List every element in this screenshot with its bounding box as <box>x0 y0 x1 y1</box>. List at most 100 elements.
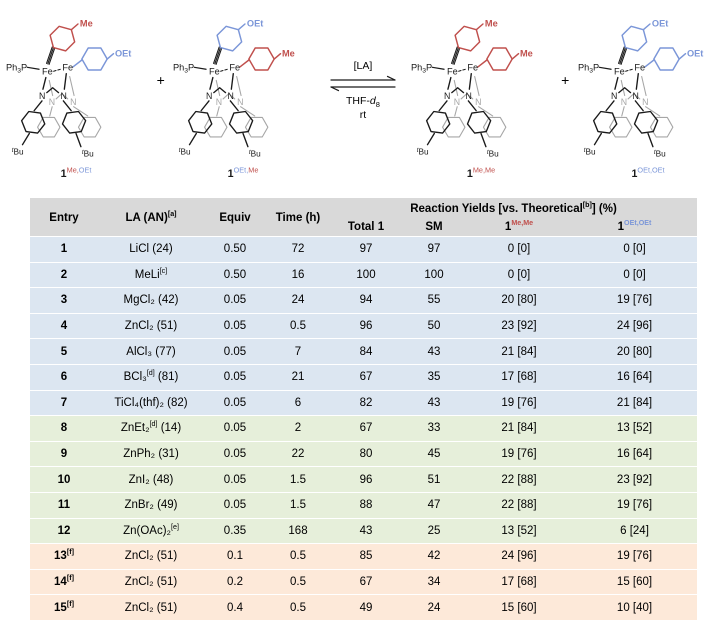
total-yield-cell: 97 <box>359 243 373 256</box>
oet-oet-yield-cell: 20 [80] <box>616 345 653 358</box>
lewis-acid-cell: LiCl (24) <box>129 243 173 256</box>
oet-oet-yield-cell: 10 [40] <box>616 601 653 614</box>
table-row: 15[f] ZnCl₂ (51) 0.4 0.5 49 24 15 [60] 10 [40] <box>30 594 698 620</box>
me-me-yield-cell: 22 [88] <box>501 473 537 486</box>
n-label-back: N <box>621 97 627 107</box>
me-me-yield-cell: 21 [84] <box>501 345 537 358</box>
oet-oet-yield-cell: 23 [92] <box>616 473 653 486</box>
total-yield-cell: 49 <box>359 601 373 614</box>
top-aryl-ring <box>621 23 651 52</box>
entry-cell: 3 <box>60 294 68 307</box>
alkyne-triple-bond <box>450 46 460 65</box>
n-label-back: N <box>475 97 481 107</box>
header-1-me-me: 1Me,Me <box>466 218 572 237</box>
n-label-back: N <box>453 97 459 107</box>
entry-cell: 1 <box>60 243 68 256</box>
sm-yield-cell: 100 <box>424 268 444 281</box>
compound-label: 1Me,Me <box>466 165 494 179</box>
sm-yield-cell: 34 <box>427 576 441 589</box>
fe-label: Fe <box>42 67 53 77</box>
side-aryl-ring <box>72 47 115 71</box>
lewis-acid-cell: Zn(OAc)₂[e] <box>123 523 179 537</box>
sm-yield-cell: 47 <box>427 499 441 512</box>
sm-yield-cell: 97 <box>427 243 441 256</box>
n-label-back: N <box>216 97 222 107</box>
equiv-cell: 0.2 <box>227 576 243 589</box>
total-yield-cell: 67 <box>359 422 373 435</box>
table-row: 8 ZnEt₂[d] (14) 0.05 2 67 33 21 [84] 13 [52] <box>30 415 698 442</box>
alkyne-triple-bond <box>45 46 56 65</box>
tbu-label: tBu <box>584 147 596 156</box>
n-label: N <box>632 91 638 101</box>
fe-label: Fe <box>634 63 645 73</box>
sm-yield-cell: 51 <box>427 473 441 486</box>
equiv-cell: 0.05 <box>223 345 247 358</box>
table-row: 4 ZnCl₂ (51) 0.05 0.5 96 50 23 [92] 24 [96] <box>30 313 698 339</box>
equiv-cell: 0.05 <box>223 448 247 461</box>
p-fe-bond <box>194 66 208 70</box>
table-row: 2 MeLi[c] 0.50 16 100 100 0 [0] 0 [0] <box>30 262 698 288</box>
lewis-acid-cell: ZnBr₂ (49) <box>124 499 178 512</box>
lewis-acid-cell: ZnCl₂ (51) <box>124 601 178 614</box>
equiv-cell: 0.1 <box>227 550 243 563</box>
total-yield-cell: 88 <box>359 499 373 512</box>
oet-oet-yield-cell: 0 [0] <box>623 268 646 281</box>
header-la: LA (AN)[a] <box>98 198 204 237</box>
oet-oet-yield-cell: 0 [0] <box>623 243 646 256</box>
table-row: 5 AlCl₃ (77) 0.05 7 84 43 21 [84] 20 [80] <box>30 338 698 365</box>
me-me-yield-cell: 19 [76] <box>501 396 537 409</box>
total-yield-cell: 96 <box>359 320 373 333</box>
entry-cell: 11 <box>57 499 71 512</box>
lewis-acid-cell: ZnEt₂[d] (14) <box>120 420 182 435</box>
n-label: N <box>465 91 471 101</box>
oet-oet-yield-cell: 15 [60] <box>616 576 653 589</box>
results-table: Entry LA (AN)[a] Equiv Time (h) Reaction… <box>30 198 698 620</box>
entry-cell: 10 <box>57 473 71 486</box>
equilibrium-arrow-icon <box>330 75 396 91</box>
table-row: 10 ZnI₂ (48) 0.05 1.5 96 51 22 [88] 23 [92] <box>30 466 698 493</box>
plus-sign-1: + <box>156 72 165 88</box>
top-aryl-ring <box>453 23 484 52</box>
equiv-cell: 0.05 <box>223 396 247 409</box>
me-me-yield-cell: 24 [96] <box>501 550 537 563</box>
n-label-back: N <box>49 97 55 107</box>
p-fe-bond <box>26 66 40 70</box>
table-body: 1 LiCl (24) 0.50 72 97 97 0 [0] 0 [0] 2 MeLi[c] 0.… <box>30 236 698 620</box>
header-time: Time (h) <box>266 198 330 237</box>
top-substituent-label: Me <box>80 18 93 28</box>
entry-cell: 6 <box>60 371 68 384</box>
entry-cell: 8 <box>60 422 68 435</box>
compound-label: 1OEt,OEt <box>631 165 664 179</box>
lewis-acid-cell: BCl₃[d] (81) <box>123 369 179 384</box>
fe-label: Fe <box>467 63 478 73</box>
tbu-label: tBu <box>82 149 94 158</box>
entry-cell: 2 <box>60 268 68 281</box>
entry-cell: 15[f] <box>54 599 74 614</box>
time-cell: 0.5 <box>290 576 306 589</box>
top-aryl-ring <box>49 23 79 52</box>
back-ligand <box>608 76 674 138</box>
top-aryl-ring <box>216 23 247 52</box>
lewis-acid-cell: ZnPh₂ (31) <box>123 448 179 461</box>
me-me-yield-cell: 22 [88] <box>501 499 537 512</box>
sm-yield-cell: 42 <box>427 550 441 563</box>
time-cell: 168 <box>288 524 308 537</box>
fe-label: Fe <box>62 63 73 73</box>
header-1-oet-oet: 1OEt,OEt <box>572 218 698 237</box>
time-cell: 6 <box>294 396 302 409</box>
tbu-label: tBu <box>249 149 261 158</box>
tbu-label: tBu <box>179 147 191 156</box>
side-aryl-ring <box>644 47 687 71</box>
n-label-back: N <box>70 97 76 107</box>
sm-yield-cell: 55 <box>427 294 441 307</box>
n-label: N <box>60 91 66 101</box>
phosphine-label: Ph3P <box>578 63 599 75</box>
tbu-label: tBu <box>486 149 498 158</box>
side-substituent-label: Me <box>282 49 295 59</box>
table-row: 14[f] ZnCl₂ (51) 0.2 0.5 67 34 17 [68] 15 [60] <box>30 569 698 595</box>
